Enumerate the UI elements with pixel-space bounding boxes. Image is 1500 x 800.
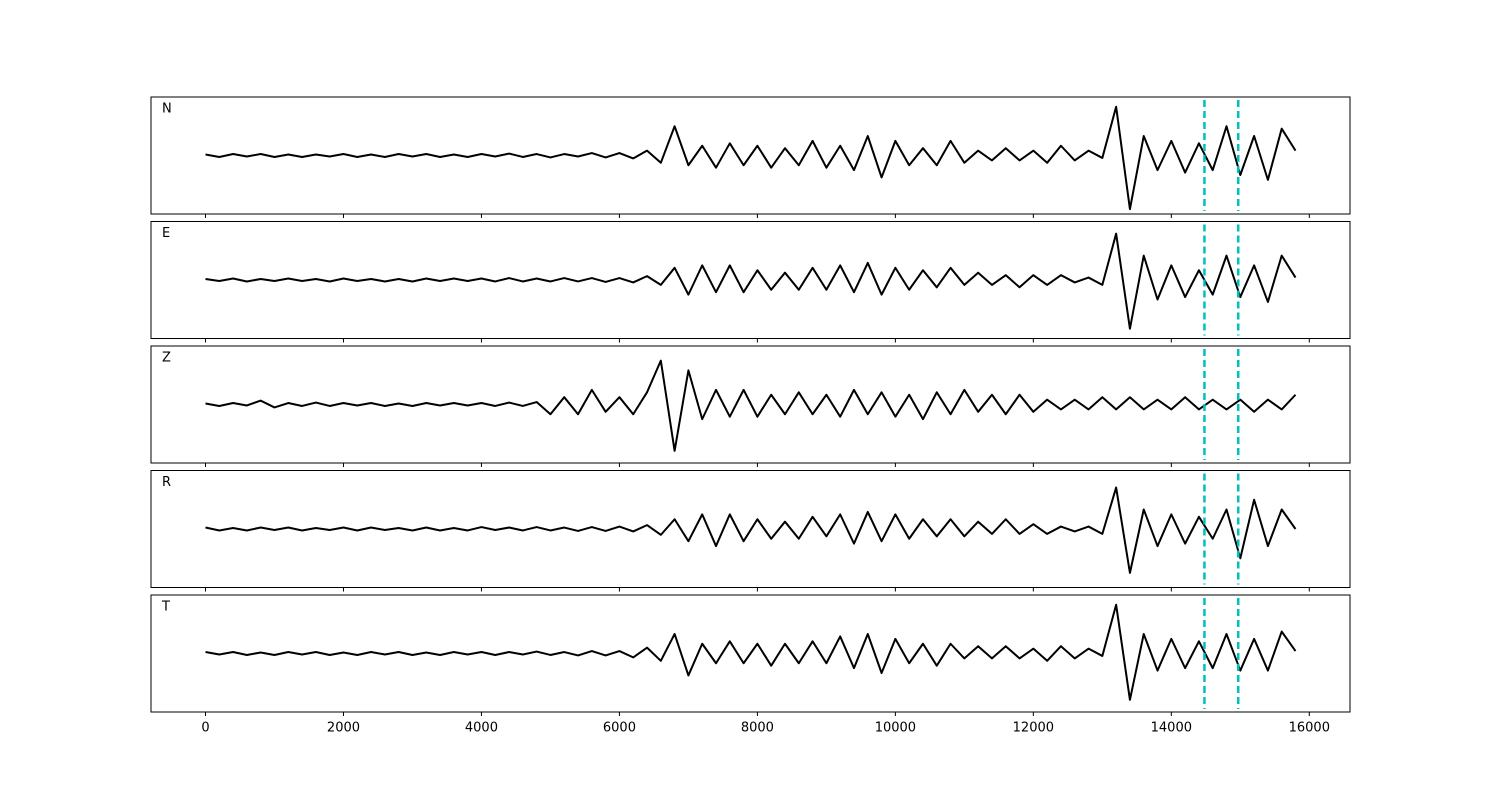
trace	[205, 359, 1297, 452]
x-tick-label: 14000	[1151, 721, 1192, 736]
trace	[205, 232, 1297, 330]
x-tick-label: 12000	[1013, 721, 1054, 736]
trace	[205, 486, 1297, 574]
x-tick-label: 0	[201, 721, 209, 736]
panel-label: T	[161, 600, 170, 615]
x-tick-label: 6000	[603, 721, 636, 736]
trace	[205, 603, 1297, 701]
panel-label: N	[162, 102, 172, 117]
x-tick-label: 2000	[327, 721, 360, 736]
x-tick-label: 10000	[875, 721, 916, 736]
x-tick-label: 4000	[465, 721, 498, 736]
x-tick-label: 8000	[741, 721, 774, 736]
panel-label: E	[162, 226, 170, 241]
panel-label: Z	[162, 351, 171, 366]
x-tick-label: 16000	[1289, 721, 1330, 736]
panel-label: R	[162, 475, 171, 490]
trace	[205, 105, 1297, 211]
